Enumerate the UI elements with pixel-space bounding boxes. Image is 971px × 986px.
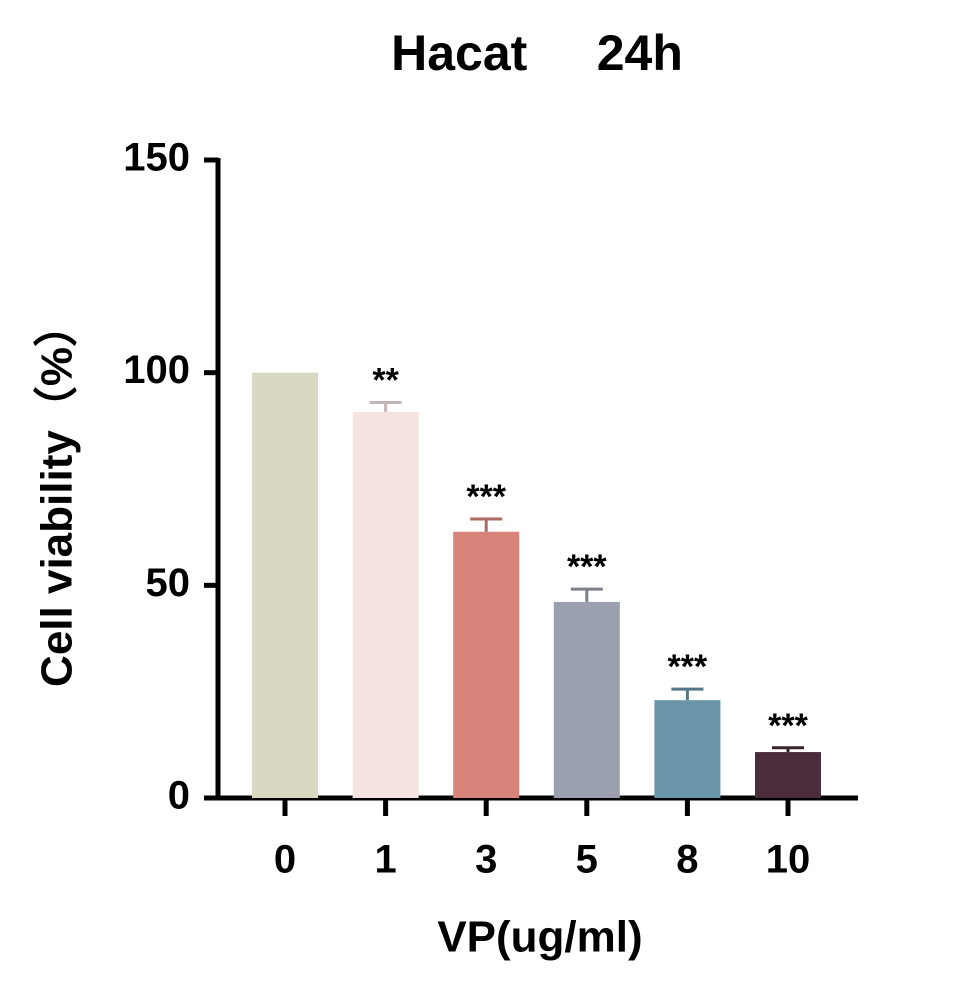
significance-label: ** [372, 361, 399, 399]
error-bar [772, 746, 804, 753]
y-tick-label: 50 [146, 561, 191, 605]
x-tick-label: 1 [374, 838, 396, 882]
significance-label: *** [567, 548, 607, 586]
y-tick-label: 150 [123, 136, 190, 180]
y-axis-label: Cell viability（%） [33, 303, 82, 687]
bar [755, 752, 821, 798]
x-tick-label: 0 [274, 838, 296, 882]
x-axis-label: VP(ug/ml) [437, 913, 642, 962]
x-tick-label: 5 [576, 838, 598, 882]
bar [654, 700, 721, 798]
error-bar [369, 400, 402, 412]
significance-label: *** [668, 648, 708, 686]
bar [252, 372, 318, 798]
y-tick-label: 0 [168, 774, 190, 818]
error-bar [570, 587, 603, 602]
bar [453, 531, 520, 798]
error-bar [470, 517, 503, 532]
x-tick-label: 8 [676, 838, 698, 882]
bar [352, 411, 419, 798]
significance-label: *** [466, 478, 506, 516]
x-tick-label: 10 [766, 838, 811, 882]
y-tick-label: 100 [123, 348, 190, 392]
chart-title: Hacat 24h [391, 25, 683, 81]
bar [553, 601, 620, 798]
x-tick-label: 3 [475, 838, 497, 882]
error-bar [671, 687, 704, 701]
significance-label: *** [768, 707, 808, 745]
